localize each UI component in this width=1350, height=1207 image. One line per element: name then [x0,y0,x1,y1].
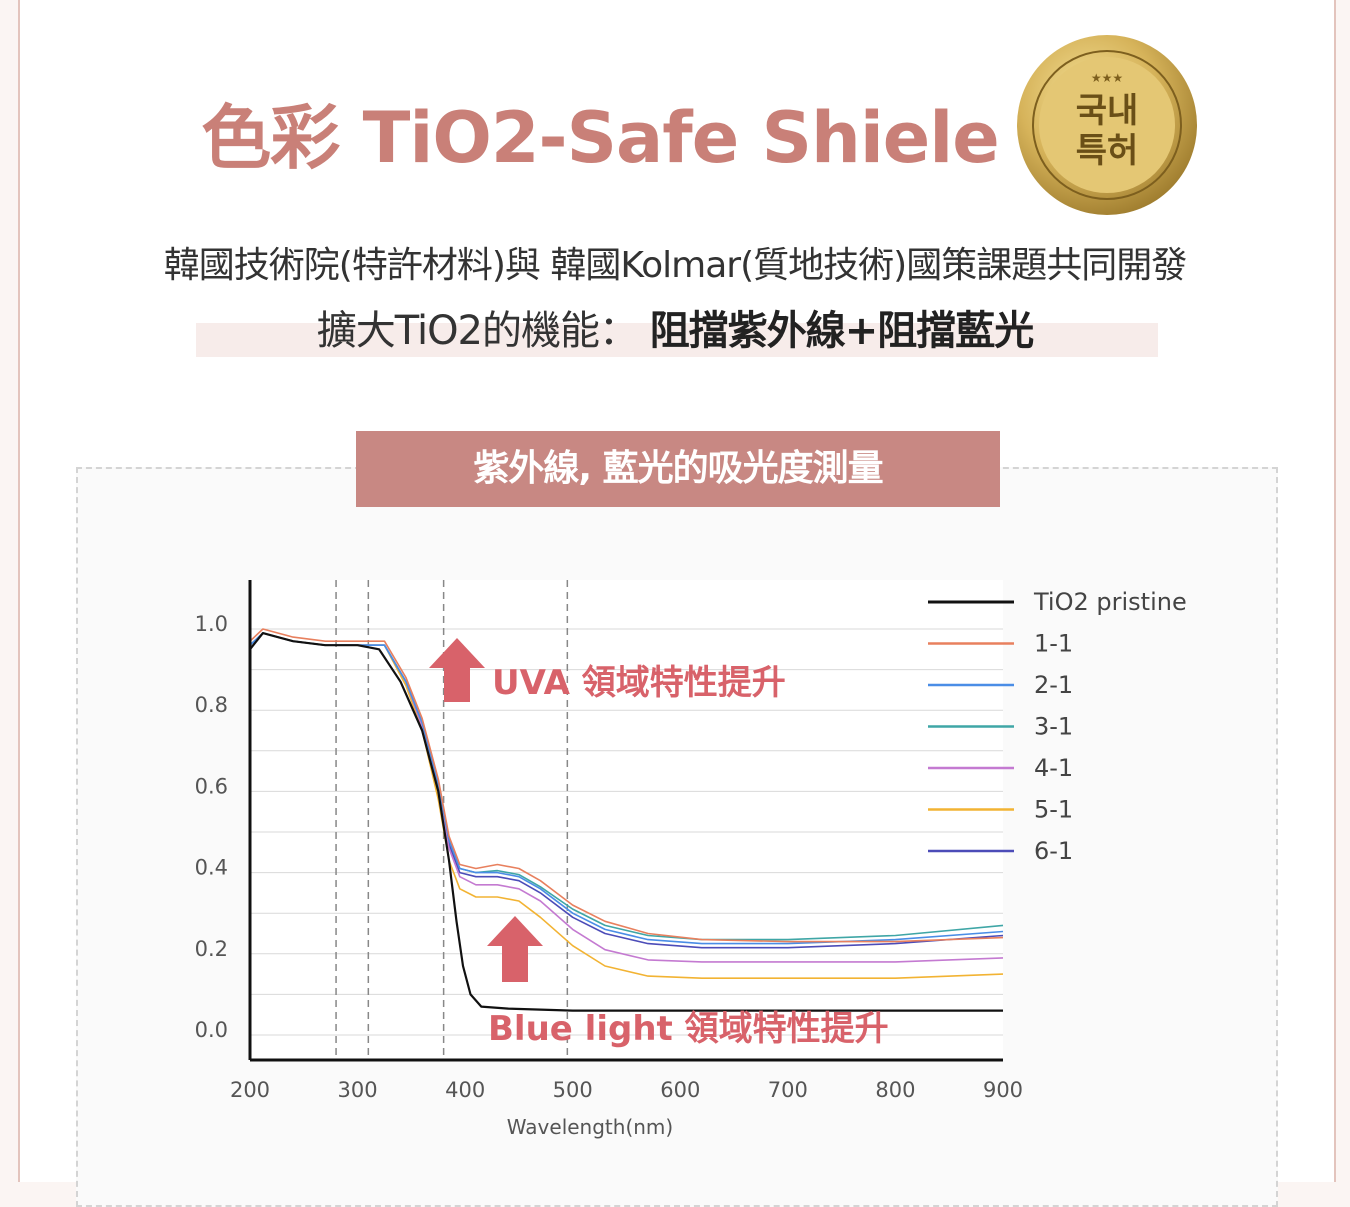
y-tick-label: 0.2 [195,937,228,961]
subtitle-line-2-prefix: 擴大TiO2的機能： [316,308,639,354]
x-tick-label: 800 [875,1078,915,1102]
legend-label: 5-1 [1034,796,1073,824]
series-line-1-1 [249,628,1004,943]
x-tick-label: 200 [230,1078,270,1102]
absorbance-chart: 200 300 400 500 600 700 800 900 1.0 0.8 0.6 0.4 0.2 0… [195,580,1187,1139]
x-tick-label: 900 [983,1078,1023,1102]
legend-label: 1-1 [1034,630,1073,658]
series-line-TiO2-pristine [249,632,1003,1012]
y-tick-label: 0.0 [195,1018,228,1042]
legend-label: TiO2 pristine [1033,588,1187,616]
subtitle-line-2: 擴大TiO2的機能： 阻擋紫外線+阻擋藍光 [0,298,1350,356]
x-tick-label: 700 [768,1078,808,1102]
x-tick-label: 600 [660,1078,700,1102]
x-tick-label: 400 [445,1078,485,1102]
legend-label: 6-1 [1034,837,1073,865]
page-title: 色彩 TiO2-Safe Shiele [201,97,1000,179]
legend-label: 3-1 [1034,713,1073,741]
annotation-blue-light: Blue light 領域特性提升 [488,1009,889,1049]
subtitle-highlight-bar [196,323,1158,357]
seal-center [1039,57,1175,193]
subtitle-line-2-strong: 阻擋紫外線+阻擋藍光 [649,308,1035,354]
legend-label: 4-1 [1034,754,1073,782]
arrow-up-icon [429,638,485,702]
subtitle-line-1: 韓國技術院(特許材料)與 韓國Kolmar(質地技術)國策課題共同開發 [163,245,1187,286]
seal-text-1: 국내 [1076,91,1139,131]
y-tick-label: 1.0 [195,612,228,636]
seal-inner-ring [1032,50,1182,200]
chart-title-banner: 紫外線, 藍光的吸光度測量 [356,431,1000,507]
seal-text-2: 특허 [1076,131,1139,171]
legend-label: 2-1 [1034,671,1073,699]
plot-area [250,580,1003,1060]
patent-seal-icon: ★★★ 국내 특허 [1017,35,1197,215]
x-tick-label: 500 [553,1078,593,1102]
x-tick-label: 300 [338,1078,378,1102]
arrow-up-icon [487,916,543,982]
seal-stars: ★★★ [1091,71,1123,85]
annotation-uva: UVA 領域特性提升 [492,663,786,703]
x-axis-label: Wavelength(nm) [507,1115,673,1139]
y-tick-label: 0.6 [195,774,228,798]
y-tick-label: 0.8 [195,693,228,717]
y-tick-label: 0.4 [195,856,228,880]
